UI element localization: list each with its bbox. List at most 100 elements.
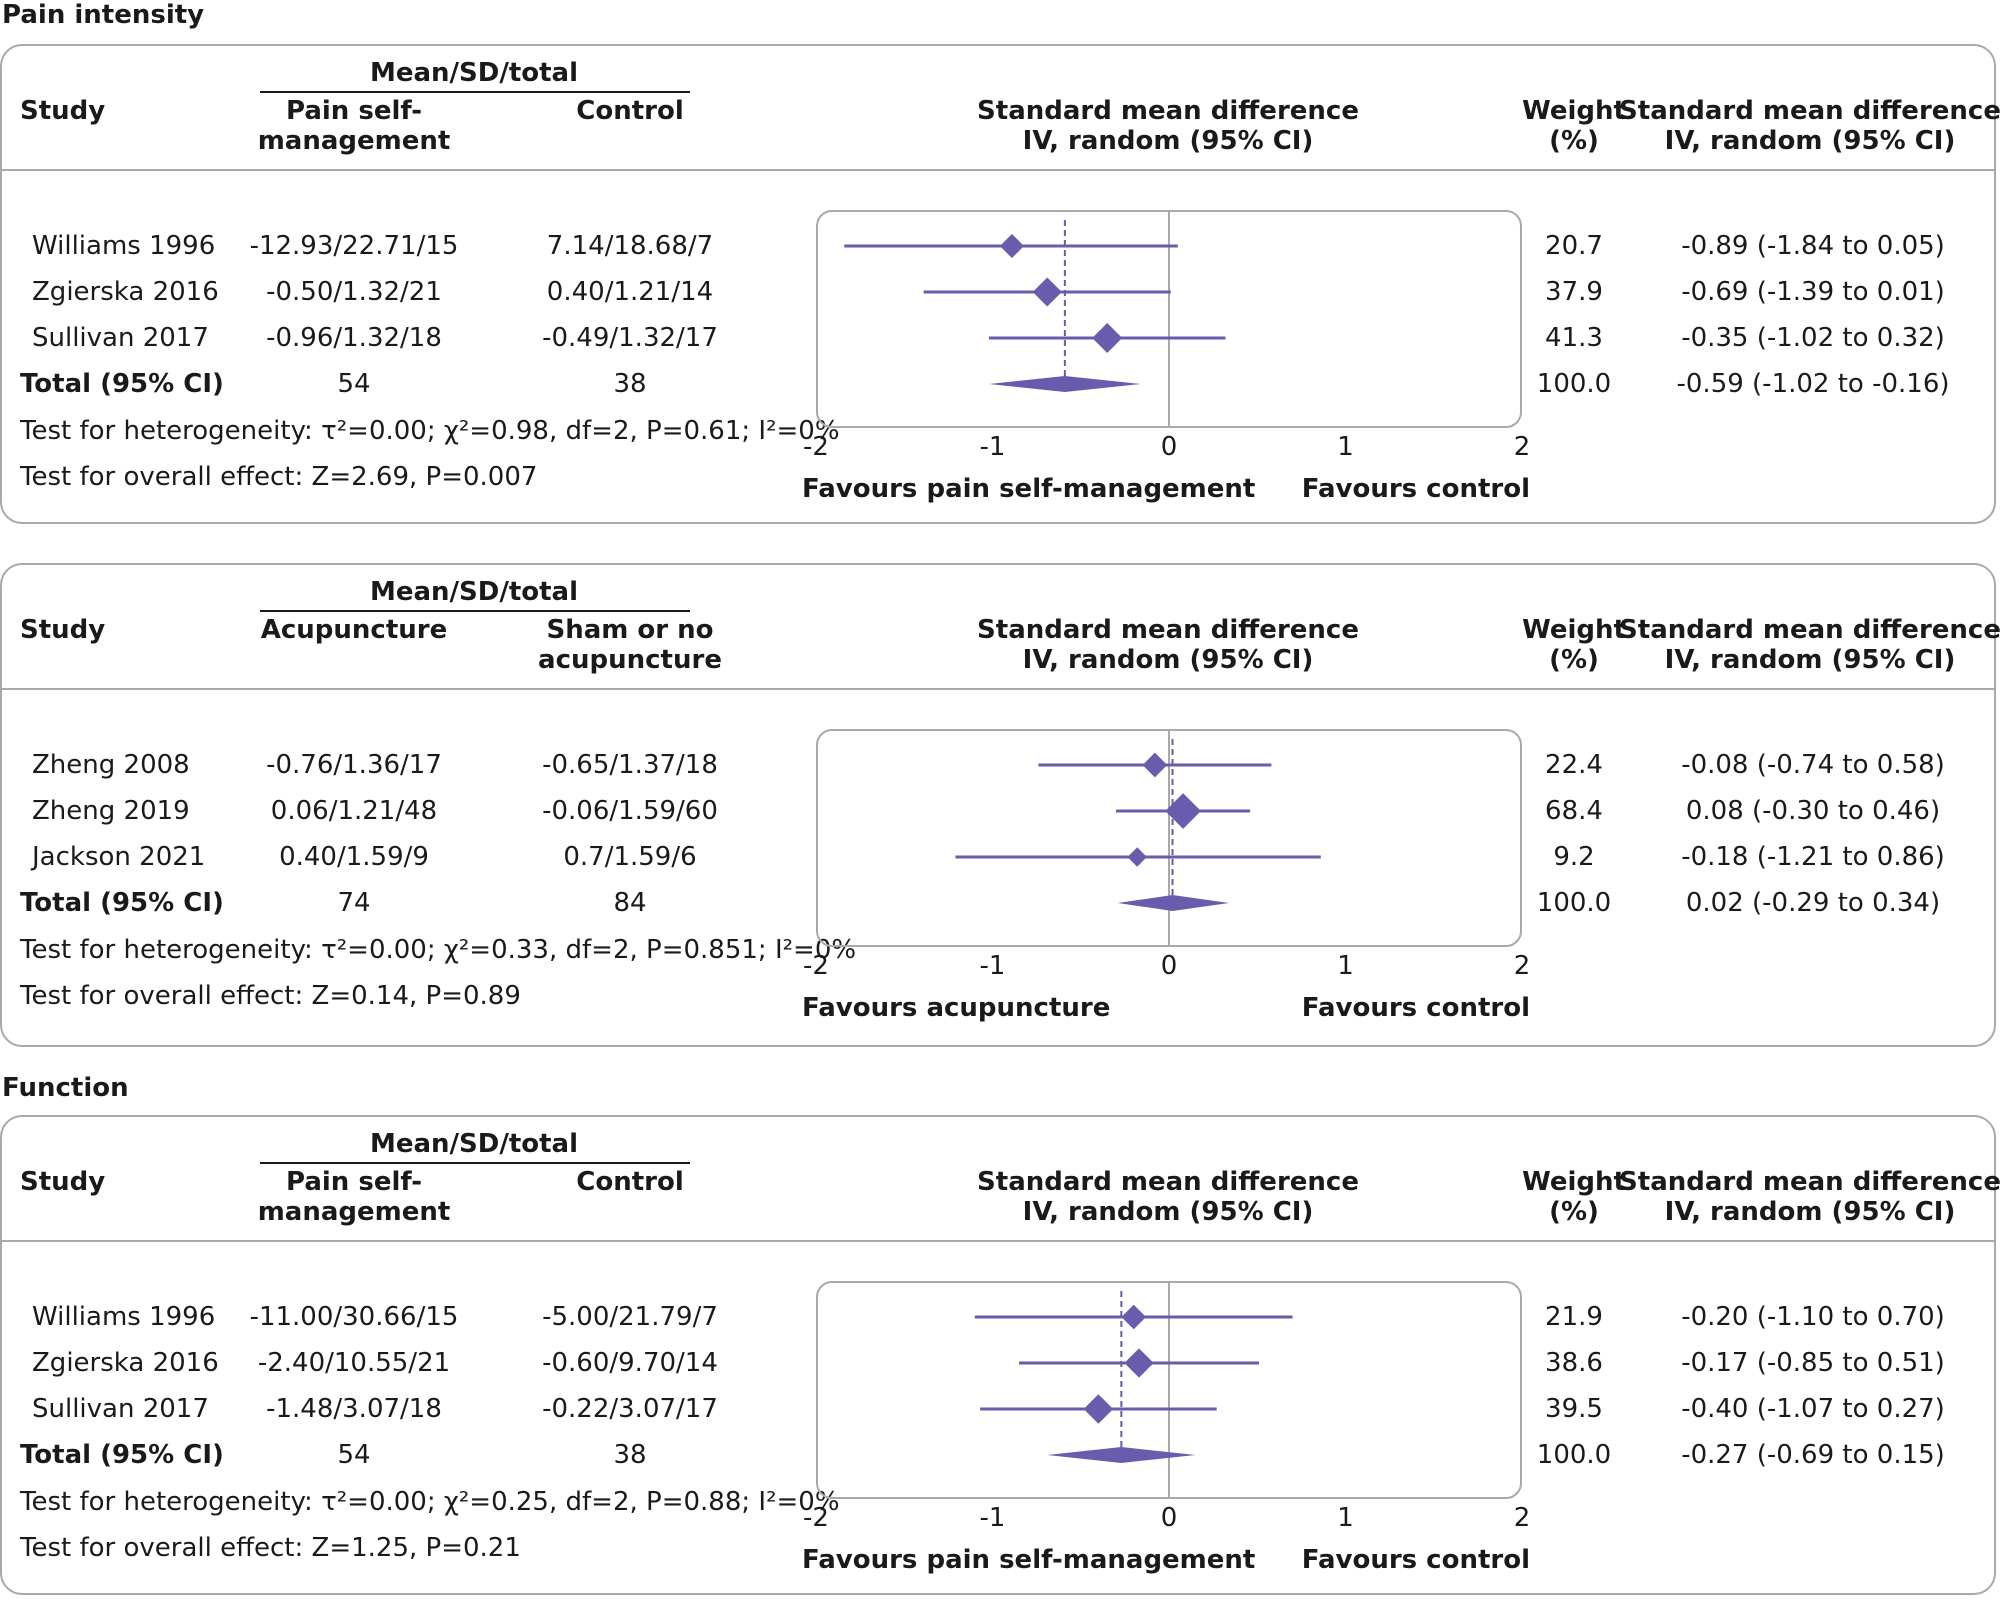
weight-value: 21.9: [1545, 1302, 1603, 1332]
forest-panel: Study Mean/SD/total Pain self- management C…: [0, 1115, 2000, 1595]
effect-ci-column-header: Standard mean difference IV, random (95%…: [1619, 615, 2000, 675]
x-tick-label: 1: [1337, 432, 1354, 462]
total-group2: 38: [613, 1440, 647, 1470]
study-name: Sullivan 2017: [32, 1394, 209, 1424]
favours-left-label: Favours pain self-management: [802, 474, 1256, 504]
study-estimate-marker: [1032, 277, 1062, 307]
mean-sd-total-header: Mean/SD/total: [369, 577, 579, 607]
forest-panel: Study Mean/SD/total Pain self- management C…: [0, 44, 2000, 524]
effect-column-header: Standard mean difference IV, random (95%…: [977, 96, 1359, 156]
study-name: Zgierska 2016: [32, 277, 219, 307]
study-name: Zheng 2008: [32, 750, 190, 780]
effect-ci-value: -0.20 (-1.10 to 0.70): [1681, 1302, 1945, 1332]
favours-left-label: Favours acupuncture: [802, 993, 1111, 1023]
effect-ci-value: 0.08 (-0.30 to 0.46): [1685, 796, 1941, 826]
overall-effect-test: Test for overall effect: Z=0.14, P=0.89: [20, 981, 521, 1011]
study-name: Zgierska 2016: [32, 1348, 219, 1378]
x-tick-label: 2: [1513, 432, 1531, 462]
overall-effect-test: Test for overall effect: Z=2.69, P=0.007: [20, 462, 538, 492]
effect-ci-column-header: Standard mean difference IV, random (95%…: [1619, 1167, 2000, 1227]
study-estimate-marker: [999, 233, 1024, 259]
effect-ci-value: -0.18 (-1.21 to 0.86): [1681, 842, 1945, 872]
weight-value: 22.4: [1545, 750, 1603, 780]
favours-right-label: Favours control: [1301, 474, 1530, 504]
favours-right-label: Favours control: [1301, 993, 1530, 1023]
group2-value: -0.65/1.37/18: [542, 750, 718, 780]
total-group1: 74: [337, 888, 371, 918]
group1-value: 0.06/1.21/48: [270, 796, 438, 826]
x-tick-label: -2: [803, 1503, 829, 1533]
weight-value: 20.7: [1545, 231, 1603, 261]
x-tick-label: -2: [803, 951, 829, 981]
x-tick-label: 0: [1160, 951, 1178, 981]
x-tick-label: 1: [1337, 951, 1354, 981]
group1-value: -11.00/30.66/15: [249, 1302, 459, 1332]
weight-value: 41.3: [1545, 323, 1603, 353]
study-estimate-marker: [1127, 847, 1147, 867]
heterogeneity-test: Test for heterogeneity: τ²=0.00; χ²=0.33…: [20, 935, 857, 965]
total-effect-ci: 0.02 (-0.29 to 0.34): [1685, 888, 1941, 918]
mean-sd-total-rule: [260, 610, 690, 612]
group2-value: 0.40/1.21/14: [546, 277, 714, 307]
effect-ci-column-header: Standard mean difference IV, random (95%…: [1619, 96, 2000, 156]
mean-sd-total-rule: [260, 1162, 690, 1164]
study-estimate-marker: [1142, 752, 1168, 778]
heterogeneity-test: Test for heterogeneity: τ²=0.00; χ²=0.98…: [20, 416, 840, 446]
group1-value: 0.40/1.59/9: [279, 842, 429, 872]
weight-value: 37.9: [1545, 277, 1603, 307]
total-effect-ci: -0.27 (-0.69 to 0.15): [1681, 1440, 1945, 1470]
plot-area: [816, 210, 1522, 428]
x-tick-label: -2: [803, 432, 829, 462]
study-name: Jackson 2021: [32, 842, 206, 872]
group1-value: -0.96/1.32/18: [266, 323, 442, 353]
study-column-header: Study: [20, 96, 106, 126]
header-rule: [2, 169, 1994, 171]
group1-value: -12.93/22.71/15: [249, 231, 459, 261]
heterogeneity-test: Test for heterogeneity: τ²=0.00; χ²=0.25…: [20, 1487, 840, 1517]
plot-area: [816, 1281, 1522, 1499]
effect-column-header: Standard mean difference IV, random (95%…: [977, 1167, 1359, 1227]
study-column-header: Study: [20, 1167, 106, 1197]
effect-ci-value: -0.08 (-0.74 to 0.58): [1681, 750, 1945, 780]
group2-value: -0.22/3.07/17: [542, 1394, 718, 1424]
x-tick-label: 2: [1513, 951, 1531, 981]
total-group2: 84: [613, 888, 647, 918]
weight-column-header: Weight (%): [1522, 615, 1626, 675]
section-title: Function: [2, 1073, 129, 1103]
pooled-estimate-diamond: [1117, 895, 1230, 911]
x-tick-label: -1: [979, 432, 1006, 462]
total-effect-ci: -0.59 (-1.02 to -0.16): [1676, 369, 1950, 399]
forest-plot-svg: [974, 1283, 1293, 1497]
mean-sd-total-rule: [260, 91, 690, 93]
weight-column-header: Weight (%): [1522, 1167, 1626, 1227]
x-tick-label: 1: [1337, 1503, 1354, 1533]
group2-value: 0.7/1.59/6: [563, 842, 697, 872]
group1-value: -2.40/10.55/21: [257, 1348, 451, 1378]
total-label: Total (95% CI): [20, 369, 224, 399]
pooled-estimate-diamond: [1047, 1447, 1196, 1463]
weight-value: 9.2: [1553, 842, 1595, 872]
group2-value: -5.00/21.79/7: [542, 1302, 718, 1332]
forest-panel: Study Mean/SD/total Acupuncture Sham or no …: [0, 563, 2000, 1047]
study-name: Sullivan 2017: [32, 323, 209, 353]
weight-value: 39.5: [1545, 1394, 1603, 1424]
effect-ci-value: -0.35 (-1.02 to 0.32): [1681, 323, 1945, 353]
overall-effect-test: Test for overall effect: Z=1.25, P=0.21: [20, 1533, 521, 1563]
section-title: Pain intensity: [2, 0, 205, 30]
group2-column-header: Control: [576, 1167, 684, 1197]
group2-column-header: Sham or no acupuncture: [538, 615, 722, 675]
study-estimate-marker: [1092, 323, 1123, 353]
header-rule: [2, 1240, 1994, 1242]
total-weight: 100.0: [1536, 369, 1612, 399]
x-tick-label: 2: [1513, 1503, 1531, 1533]
study-name: Williams 1996: [32, 231, 216, 261]
group2-value: -0.49/1.32/17: [542, 323, 718, 353]
header-rule: [2, 688, 1994, 690]
group1-value: -0.50/1.32/21: [266, 277, 442, 307]
effect-ci-value: -0.40 (-1.07 to 0.27): [1681, 1394, 1945, 1424]
effect-ci-value: -0.17 (-0.85 to 0.51): [1681, 1348, 1945, 1378]
study-estimate-marker: [1124, 1348, 1154, 1378]
group2-column-header: Control: [576, 96, 684, 126]
study-name: Zheng 2019: [32, 796, 190, 826]
group1-column-header: Pain self- management: [257, 96, 451, 156]
